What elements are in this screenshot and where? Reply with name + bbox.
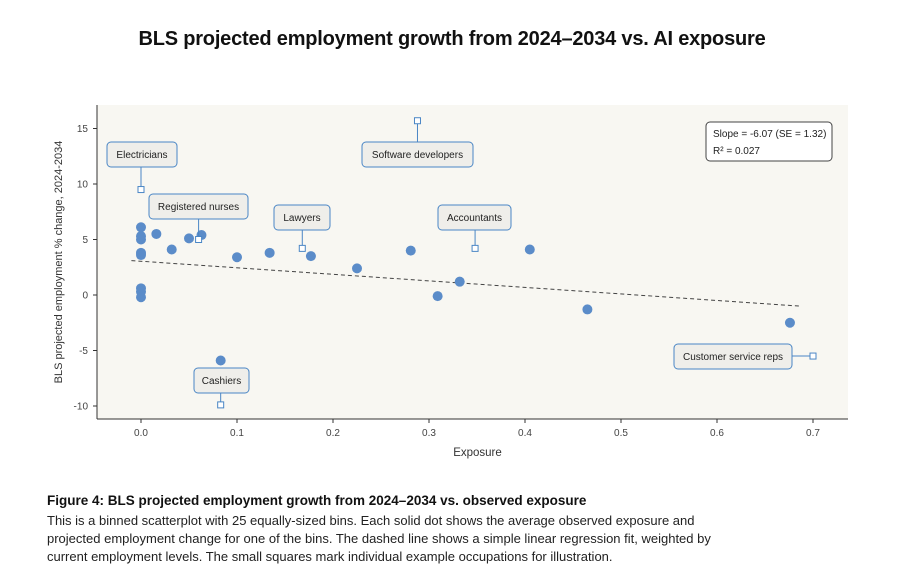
caption-heading: Figure 4: BLS projected employment growt… [47, 493, 587, 508]
y-tick-label: 15 [77, 124, 89, 135]
example-marker-customer-service-reps [809, 352, 817, 360]
example-marker-cashiers [217, 401, 225, 409]
x-tick-label: 0.0 [134, 428, 148, 439]
bin-dot [784, 317, 795, 328]
y-tick-label: 10 [77, 180, 89, 191]
example-label-box [361, 141, 474, 168]
bin-dot [151, 228, 162, 239]
x-tick-label: 0.5 [614, 428, 628, 439]
bin-dot [524, 244, 535, 255]
bin-dot [432, 291, 443, 302]
example-label-box [673, 343, 793, 370]
bin-dot [136, 234, 146, 245]
bin-dot [184, 233, 194, 244]
stats-r2: R² = 0.027 [713, 146, 760, 157]
y-axis-label: BLS projected employment % change, 2024-… [53, 141, 65, 384]
bin-dot [136, 292, 146, 303]
example-marker-software-developers [413, 117, 421, 125]
example-label-lawyers: Lawyers [283, 213, 320, 224]
example-label-box [193, 367, 250, 394]
example-label-registered-nurses: Registered nurses [158, 202, 239, 213]
example-marker-electricians [137, 186, 145, 194]
chart-title: BLS projected employment growth from 202… [138, 28, 766, 50]
stats-slope: Slope = -6.07 (SE = 1.32) [713, 129, 826, 140]
bin-dot [454, 276, 465, 287]
example-label-accountants: Accountants [447, 213, 502, 224]
bin-dot [215, 355, 226, 366]
x-tick-label: 0.4 [518, 428, 532, 439]
y-tick-label: 0 [82, 291, 88, 302]
example-marker-lawyers [298, 244, 306, 252]
x-tick-label: 0.6 [710, 428, 724, 439]
y-tick-label: -5 [79, 346, 88, 357]
example-label-customer-service-reps: Customer service reps [683, 352, 783, 363]
x-tick-label: 0.7 [806, 428, 820, 439]
stats-box [705, 121, 833, 162]
bin-dot [352, 263, 362, 274]
x-tick-label: 0.3 [422, 428, 436, 439]
y-tick-label: -10 [74, 402, 89, 413]
bin-dot [582, 304, 593, 315]
x-axis-label: Exposure [453, 447, 502, 459]
example-label-box [437, 204, 512, 231]
example-label-box [106, 141, 178, 168]
bin-dot [232, 252, 242, 263]
caption-body: This is a binned scatterplot with 25 equ… [47, 513, 711, 564]
x-tick-label: 0.2 [326, 428, 340, 439]
bin-dot [264, 247, 275, 258]
bin-dot [305, 251, 316, 262]
example-label-box [273, 204, 331, 231]
example-label-box [148, 193, 249, 220]
example-marker-accountants [471, 244, 479, 252]
x-tick-label: 0.1 [230, 428, 244, 439]
figure-caption: Figure 4: BLS projected employment growt… [47, 493, 747, 566]
bin-dot [136, 222, 146, 233]
y-tick-label: 5 [82, 235, 88, 246]
bin-dot [136, 250, 146, 261]
scatter-chart: 0.0 0.1 0.2 0.3 0.4 0.5 0.6 0.7 -10 -5 0 5 10 15 Expos… [53, 105, 848, 459]
bin-dot [405, 245, 416, 256]
example-label-software-developers: Software developers [372, 150, 463, 161]
example-label-electricians: Electricians [116, 150, 167, 161]
example-label-cashiers: Cashiers [202, 376, 241, 387]
example-marker-registered-nurses [195, 236, 203, 243]
bin-dot [166, 244, 177, 255]
